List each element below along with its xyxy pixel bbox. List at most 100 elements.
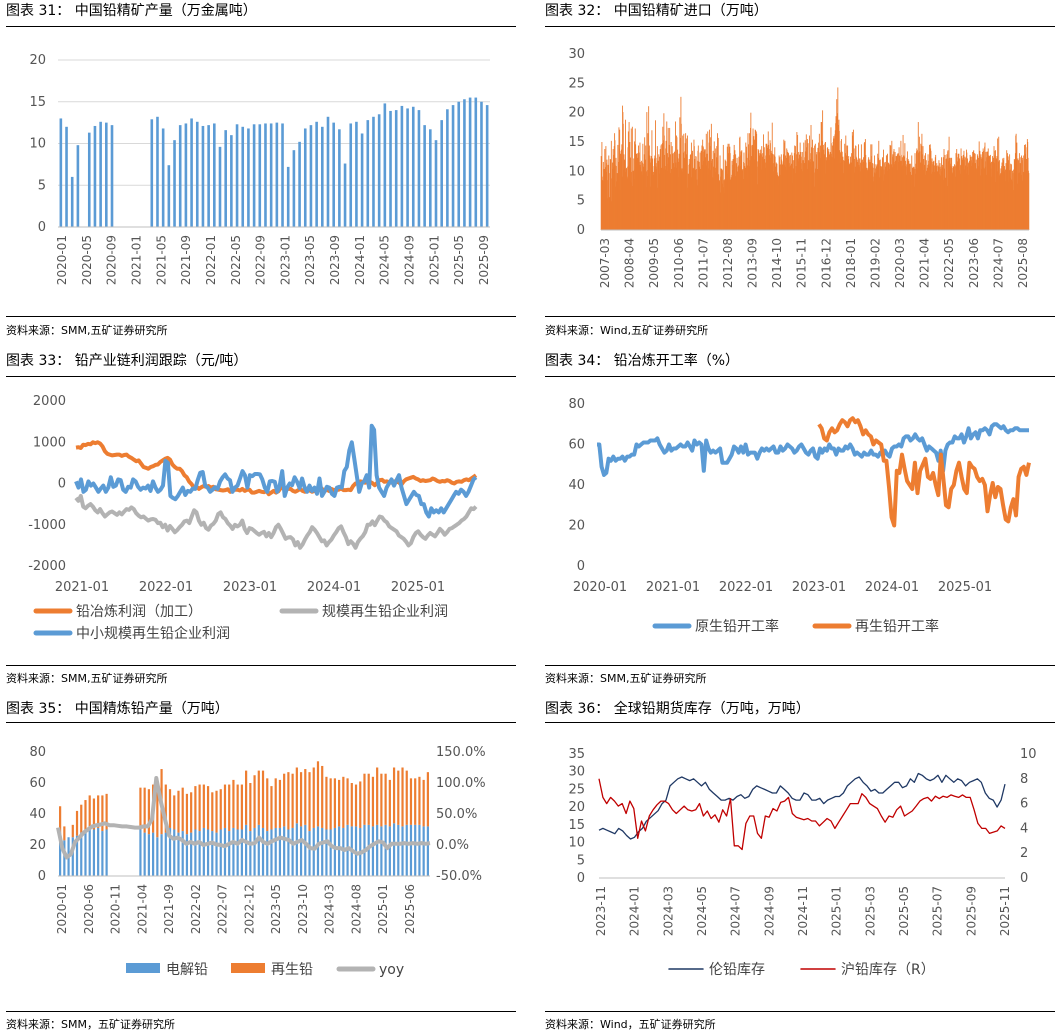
x-tick-label: 2024-09 (403, 235, 417, 285)
x-tick-label: 2025-09 (477, 235, 491, 285)
bar (354, 784, 358, 827)
bar (105, 829, 108, 876)
bar (190, 118, 193, 227)
x-tick-label: 2025-08 (1016, 238, 1030, 288)
bar (343, 163, 347, 227)
series-line (817, 416, 1031, 528)
bar (342, 827, 345, 876)
bar (223, 827, 227, 876)
bar (463, 99, 466, 227)
bar (223, 784, 227, 828)
bar (480, 101, 483, 227)
x-tick-label: 2012-08 (721, 238, 735, 288)
bar (372, 116, 375, 227)
x-tick-label: 2022-01 (139, 580, 193, 595)
y-tick-label: 20 (568, 519, 585, 534)
bar (139, 829, 142, 876)
y-tick-label: 20 (29, 53, 46, 68)
bar (321, 765, 324, 828)
y-tick-label: 80 (568, 397, 585, 412)
legend-label: 中小规模再生铅企业利润 (76, 625, 230, 642)
bar (333, 827, 336, 876)
bar (147, 789, 150, 835)
bar (88, 795, 91, 827)
bar (312, 827, 315, 876)
bar (164, 784, 167, 833)
series-line (74, 423, 478, 519)
title-rule (545, 376, 1055, 377)
y-tick-label: 40 (568, 478, 585, 493)
bar (376, 824, 379, 876)
bar (338, 129, 341, 227)
bar (65, 126, 68, 227)
bar (84, 800, 87, 830)
bar (173, 140, 176, 227)
bar (388, 779, 391, 827)
bar (269, 123, 273, 227)
x-tick-label: 2021-09 (162, 884, 176, 934)
bar (316, 761, 320, 827)
series-line (598, 778, 1006, 851)
bar (485, 105, 489, 227)
title-rule (6, 376, 516, 377)
bar (97, 795, 100, 828)
bar (377, 114, 381, 227)
bar (156, 778, 159, 838)
bar (264, 123, 267, 227)
x-tick-label: 2010-06 (672, 238, 686, 288)
bar (160, 834, 163, 876)
bar (295, 767, 298, 824)
x-tick-label: 2023-11 (594, 886, 608, 936)
y2-tick-label: 0.0% (436, 838, 469, 853)
bar (309, 125, 313, 227)
bar (338, 779, 341, 827)
x-tick-label: 2024-11 (796, 886, 810, 936)
source-rule (6, 665, 516, 666)
series-path (597, 422, 1029, 477)
bar (211, 831, 214, 876)
chart-title: 图表 31： 中国铅精矿产量（万金属吨） (6, 3, 257, 19)
x-tick-label: 2023-01 (278, 235, 292, 285)
bar (97, 827, 100, 876)
x-tick-label: 2025-06 (403, 884, 417, 934)
bar (321, 827, 324, 876)
x-tick-label: 2024-05 (695, 886, 709, 936)
x-tick-label: 2020-01 (573, 580, 627, 595)
bar (630, 128, 632, 230)
bar (181, 831, 184, 876)
bar (384, 824, 387, 876)
bar (303, 128, 307, 227)
bar (440, 120, 443, 227)
y2-tick-label: 10 (1020, 747, 1037, 762)
bar (218, 146, 222, 227)
bar (215, 832, 218, 876)
bar (411, 106, 415, 227)
bar (389, 110, 392, 227)
bar (292, 150, 296, 227)
x-tick-label: 2021-04 (918, 238, 932, 288)
y2-tick-label: 50.0% (436, 807, 477, 822)
series-path (56, 776, 431, 860)
x-tick-label: 2024-08 (349, 884, 363, 934)
x-tick-label: 2024-03 (323, 884, 337, 934)
bar (646, 112, 648, 230)
chart-source: 资料来源：SMM，五矿证券研究所 (6, 1018, 175, 1031)
y2-tick-label: 0 (1020, 871, 1028, 886)
chart-canvas: 0 5 10 15 20 2020-01 2020-05 2020-09 2021-01 2021… (29, 53, 491, 285)
bar (287, 772, 290, 830)
bar (278, 827, 282, 876)
x-tick-label: 2019-02 (868, 238, 882, 288)
bar (394, 110, 398, 227)
x-tick-label: 2023-06 (967, 238, 981, 288)
bar (76, 145, 80, 227)
bar (400, 105, 404, 227)
bar (84, 829, 87, 876)
bar (338, 826, 341, 876)
legend-label: 再生铅开工率 (855, 618, 939, 635)
bar (236, 829, 239, 876)
bar (359, 781, 362, 828)
x-tick-label: 2025-01 (938, 580, 992, 595)
bar (380, 773, 383, 827)
y-tick-label: 60 (568, 438, 585, 453)
bar (202, 827, 205, 876)
